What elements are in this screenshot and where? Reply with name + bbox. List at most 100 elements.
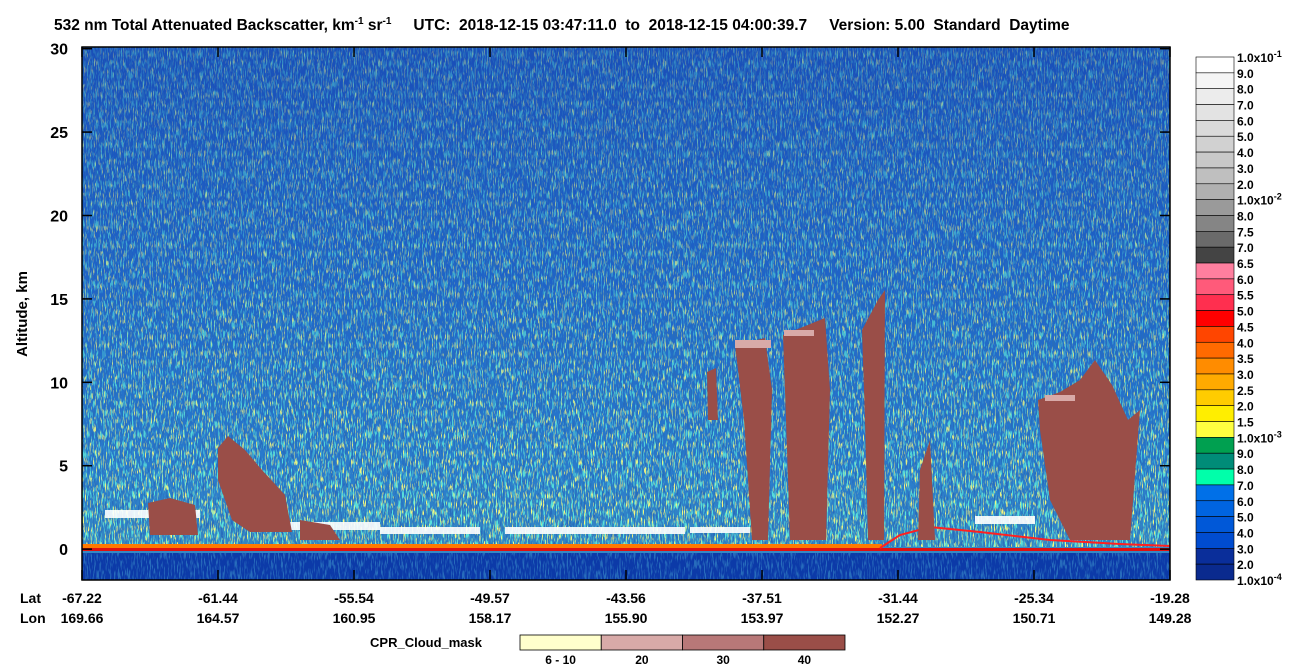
colorbar-swatch xyxy=(1195,310,1235,327)
x-tick-lon: 160.95 xyxy=(333,610,376,626)
colorbar-label: 7.5 xyxy=(1237,225,1254,239)
x-tick-lat: -25.34 xyxy=(1014,590,1054,606)
title-utc: UTC: 2018-12-15 03:47:11.0 to 2018-12-15… xyxy=(413,17,807,34)
title-superscript: -1 xyxy=(383,16,392,27)
x-tick-lat: -43.56 xyxy=(606,590,646,606)
colorbar-label-base: 1.0x10 xyxy=(1237,431,1274,445)
x-tick-lat: -61.44 xyxy=(198,590,238,606)
y-tick-label: 25 xyxy=(50,125,68,142)
x-tick-lat: -19.28 xyxy=(1150,590,1190,606)
colorbar-label-exponent: -3 xyxy=(1274,429,1282,439)
colorbar-label: 1.0x10-4 xyxy=(1237,572,1282,588)
colorbar-label: 3.0 xyxy=(1237,368,1254,382)
x-row-label: Lat xyxy=(20,590,41,606)
colorbar-swatch xyxy=(1195,563,1235,581)
colorbar-swatch xyxy=(1195,199,1235,216)
colorbar-label: 9.0 xyxy=(1237,67,1254,81)
surface-return xyxy=(82,544,882,551)
colorbar-swatch xyxy=(1195,120,1235,137)
colorbar-label: 5.0 xyxy=(1237,130,1254,144)
colorbar-label: 5.5 xyxy=(1237,289,1254,303)
colorbar-label: 6.0 xyxy=(1237,495,1254,509)
colorbar-label: 7.0 xyxy=(1237,99,1254,113)
colorbar-label: 1.5 xyxy=(1237,416,1254,430)
colorbar-swatch xyxy=(1195,405,1235,422)
colorbar-label: 6.5 xyxy=(1237,257,1254,271)
colorbar-swatch xyxy=(1195,72,1235,89)
cloud-mask-legend-label: CPR_Cloud_mask xyxy=(370,635,483,650)
colorbar-swatch xyxy=(1195,389,1235,406)
cloud-mask-category: 20 xyxy=(635,653,649,667)
colorbar-swatch xyxy=(1195,167,1235,185)
y-tick-label: 30 xyxy=(50,42,68,59)
colorbar-label: 5.0 xyxy=(1237,305,1254,319)
y-tick-label: 10 xyxy=(50,375,68,392)
colorbar-label: 7.0 xyxy=(1237,479,1254,493)
colorbar-label: 4.5 xyxy=(1237,320,1254,334)
colorbar-label: 8.0 xyxy=(1237,83,1254,97)
colorbar-swatch xyxy=(1195,88,1235,105)
x-row-label: Lon xyxy=(20,610,46,626)
noise-yellow xyxy=(82,47,1170,547)
y-tick-label: 0 xyxy=(59,542,68,559)
title-version: Version: 5.00 Standard Daytime xyxy=(829,17,1070,34)
y-axis-label: Altitude, km xyxy=(14,271,31,357)
colorbar-label: 5.0 xyxy=(1237,511,1254,525)
title-text: sr xyxy=(364,17,383,34)
cloud-mask-category: 6 - 10 xyxy=(545,653,576,667)
x-tick-lon: 149.28 xyxy=(1149,610,1192,626)
colorbar-label: 6.0 xyxy=(1237,273,1254,287)
colorbar-swatch xyxy=(1195,468,1235,486)
colorbar-swatch xyxy=(1195,532,1235,549)
cloud-mask-swatch xyxy=(682,634,765,651)
colorbar-label: 1.0x10-1 xyxy=(1237,49,1282,65)
colorbar-swatch xyxy=(1195,484,1235,502)
x-tick-lon: 158.17 xyxy=(469,610,512,626)
x-tick-lat: -55.54 xyxy=(334,590,374,606)
x-tick-lon: 155.90 xyxy=(605,610,648,626)
cloud-mask-edges xyxy=(735,330,1075,401)
title-superscript: -1 xyxy=(355,16,364,27)
colorbar-label: 4.0 xyxy=(1237,526,1254,540)
x-tick-lon: 164.57 xyxy=(197,610,240,626)
colorbar-label: 2.0 xyxy=(1237,558,1254,572)
cloud-mask-regions xyxy=(148,290,1140,540)
colorbar-swatch xyxy=(1195,437,1235,454)
colorbar-swatch xyxy=(1195,357,1235,375)
colorbar-label: 2.5 xyxy=(1237,384,1254,398)
colorbar-swatch xyxy=(1195,246,1235,264)
colorbar-label-exponent: -2 xyxy=(1274,192,1282,202)
colorbar-label: 1.0x10-3 xyxy=(1237,429,1282,445)
cloud-mask-category: 40 xyxy=(798,653,812,667)
surface-line-elevated xyxy=(879,525,1171,549)
x-tick-lat: -37.51 xyxy=(742,590,782,606)
colorbar-label: 4.0 xyxy=(1237,146,1254,160)
y-tick-label: 15 xyxy=(50,292,68,309)
colorbar-label: 3.5 xyxy=(1237,352,1254,366)
x-tick-lon: 152.27 xyxy=(877,610,920,626)
x-tick-lon: 150.71 xyxy=(1013,610,1056,626)
colorbar-label: 3.0 xyxy=(1237,162,1254,176)
colorbar-label: 3.0 xyxy=(1237,542,1254,556)
colorbar-label-exponent: -1 xyxy=(1274,49,1282,59)
colorbar-swatch xyxy=(1195,294,1235,311)
colorbar-swatch xyxy=(1195,421,1235,438)
colorbar-swatch xyxy=(1195,452,1235,470)
colorbar-label-base: 1.0x10 xyxy=(1237,51,1274,65)
colorbar-label: 7.0 xyxy=(1237,241,1254,255)
colorbar-swatch xyxy=(1195,215,1235,232)
cloud-mask-swatch xyxy=(519,634,602,651)
colorbar-swatch xyxy=(1195,56,1235,74)
colorbar-swatch xyxy=(1195,151,1235,169)
colorbar-swatch xyxy=(1195,183,1235,200)
colorbar-swatch xyxy=(1195,341,1235,359)
chart-title: 532 nm Total Attenuated Backscatter, km-… xyxy=(54,16,1070,34)
colorbar-label-base: 1.0x10 xyxy=(1237,574,1274,588)
y-tick-label: 5 xyxy=(59,459,68,476)
surface-line xyxy=(82,548,1170,551)
colorbar-swatch xyxy=(1195,500,1235,517)
title-text: 532 nm Total Attenuated Backscatter, km xyxy=(54,17,355,34)
colorbar-label: 8.0 xyxy=(1237,209,1254,223)
